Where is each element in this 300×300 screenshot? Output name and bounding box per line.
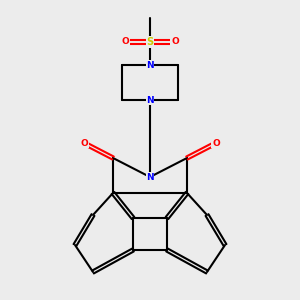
Text: N: N bbox=[146, 95, 154, 104]
Text: N: N bbox=[146, 61, 154, 70]
Text: O: O bbox=[121, 38, 129, 46]
Text: S: S bbox=[146, 37, 154, 47]
Text: O: O bbox=[212, 139, 220, 148]
Text: O: O bbox=[80, 139, 88, 148]
Text: N: N bbox=[146, 172, 154, 182]
Text: O: O bbox=[171, 38, 179, 46]
